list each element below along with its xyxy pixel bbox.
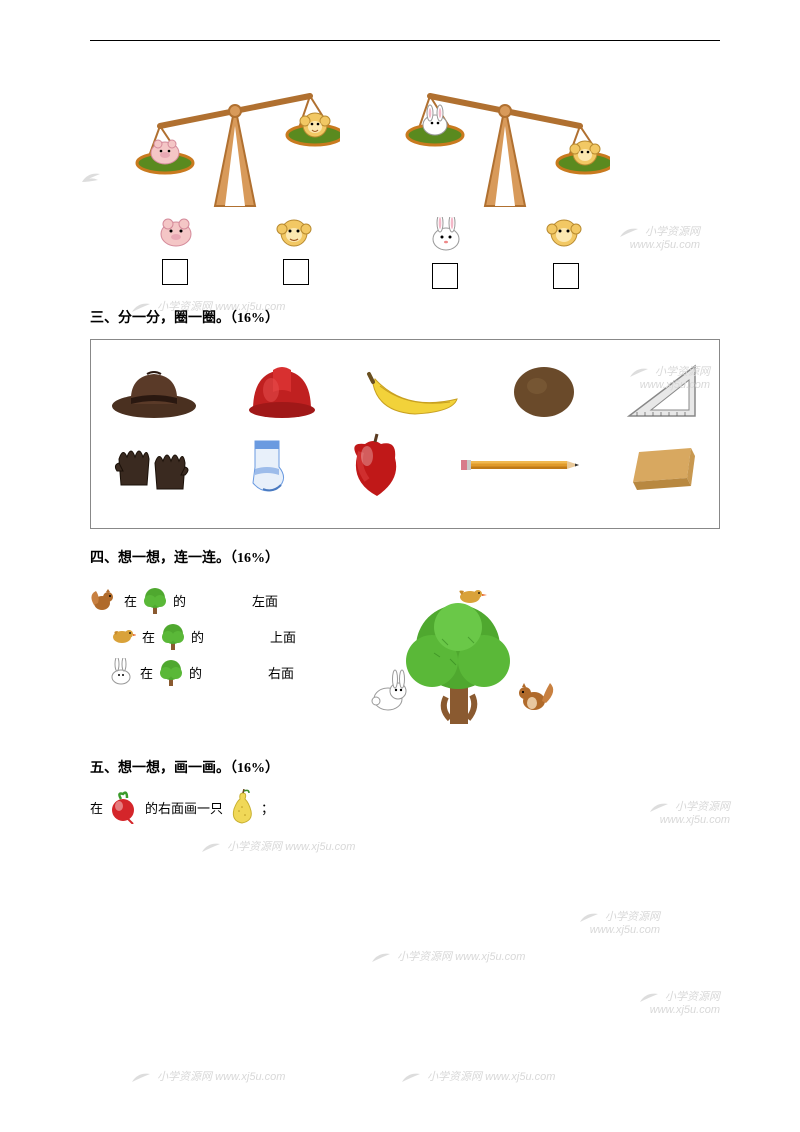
monkey-icon (275, 217, 313, 249)
section5-instruction: 在 的右面画一只 ； (90, 789, 720, 825)
pos-top: 上面 (270, 627, 310, 646)
statement-rabbit: 在 的 右面 (108, 657, 310, 687)
gloves-icon (109, 437, 189, 495)
checkbox-monkey-a[interactable] (283, 259, 309, 285)
scales-row (130, 71, 720, 289)
sock-icon (227, 435, 299, 497)
statement-bird: 在 的 上面 (110, 621, 310, 651)
kiwi-icon (509, 362, 579, 420)
radish-icon (107, 790, 141, 824)
watermark: 小学资源网www.xj5u.com (638, 990, 720, 1016)
eraser-icon (621, 438, 701, 494)
watermark: 小学资源网www.xj5u.com (578, 910, 660, 936)
scale-right (400, 71, 610, 289)
banana-icon (365, 364, 465, 419)
tree-mini-icon (143, 585, 167, 615)
monkey-icon (545, 217, 583, 249)
text-mid: 的右面画一只 (145, 798, 223, 817)
scene-tree-icon (350, 579, 570, 739)
section4-title: 四、想一想，连一连。（16%） (90, 547, 720, 567)
section4-statements: 在 的 左面 在 (90, 579, 310, 693)
text-de: 的 (191, 627, 204, 646)
squirrel-icon (90, 587, 118, 613)
checkbox-pig[interactable] (162, 259, 188, 285)
checkbox-rabbit[interactable] (432, 263, 458, 289)
rabbit-mini-icon (108, 658, 134, 686)
hat-fedora-icon (109, 362, 199, 420)
watermark: 小学资源网 www.xj5u.com (370, 950, 525, 964)
section4-scene (350, 579, 570, 739)
rabbit-icon (427, 217, 465, 253)
watermark: 小学资源网 www.xj5u.com (400, 1070, 555, 1084)
tree-mini-icon (159, 657, 183, 687)
scale-left (130, 71, 340, 289)
tree-mini-icon (161, 621, 185, 651)
section5-title: 五、想一想，画一画。（16%） (90, 757, 720, 777)
pig-icon (157, 217, 195, 249)
watermark (80, 170, 104, 184)
text-zai: 在 (142, 627, 155, 646)
ruler-triangle-icon (623, 360, 701, 422)
pear-icon (227, 789, 257, 825)
balance-scale-a-icon (130, 71, 340, 211)
text-pre: 在 (90, 798, 103, 817)
section3-title: 三、分一分，圈一圈。（16%） (90, 307, 720, 327)
watermark: 小学资源网 www.xj5u.com (200, 840, 355, 854)
pos-right: 右面 (268, 663, 308, 682)
text-de: 的 (189, 663, 202, 682)
watermark: 小学资源网 www.xj5u.com (130, 1070, 285, 1084)
text-zai: 在 (140, 663, 153, 682)
statement-squirrel: 在 的 左面 (90, 585, 310, 615)
apple-icon (337, 430, 415, 502)
bird-icon (110, 625, 136, 647)
classify-box (90, 339, 720, 529)
pencil-icon (453, 455, 583, 477)
text-zai: 在 (124, 591, 137, 610)
text-end: ； (261, 798, 274, 817)
balance-scale-b-icon (400, 71, 610, 211)
text-de: 的 (173, 591, 186, 610)
helmet-red-icon (243, 360, 321, 422)
pos-left: 左面 (252, 591, 292, 610)
checkbox-monkey-b[interactable] (553, 263, 579, 289)
